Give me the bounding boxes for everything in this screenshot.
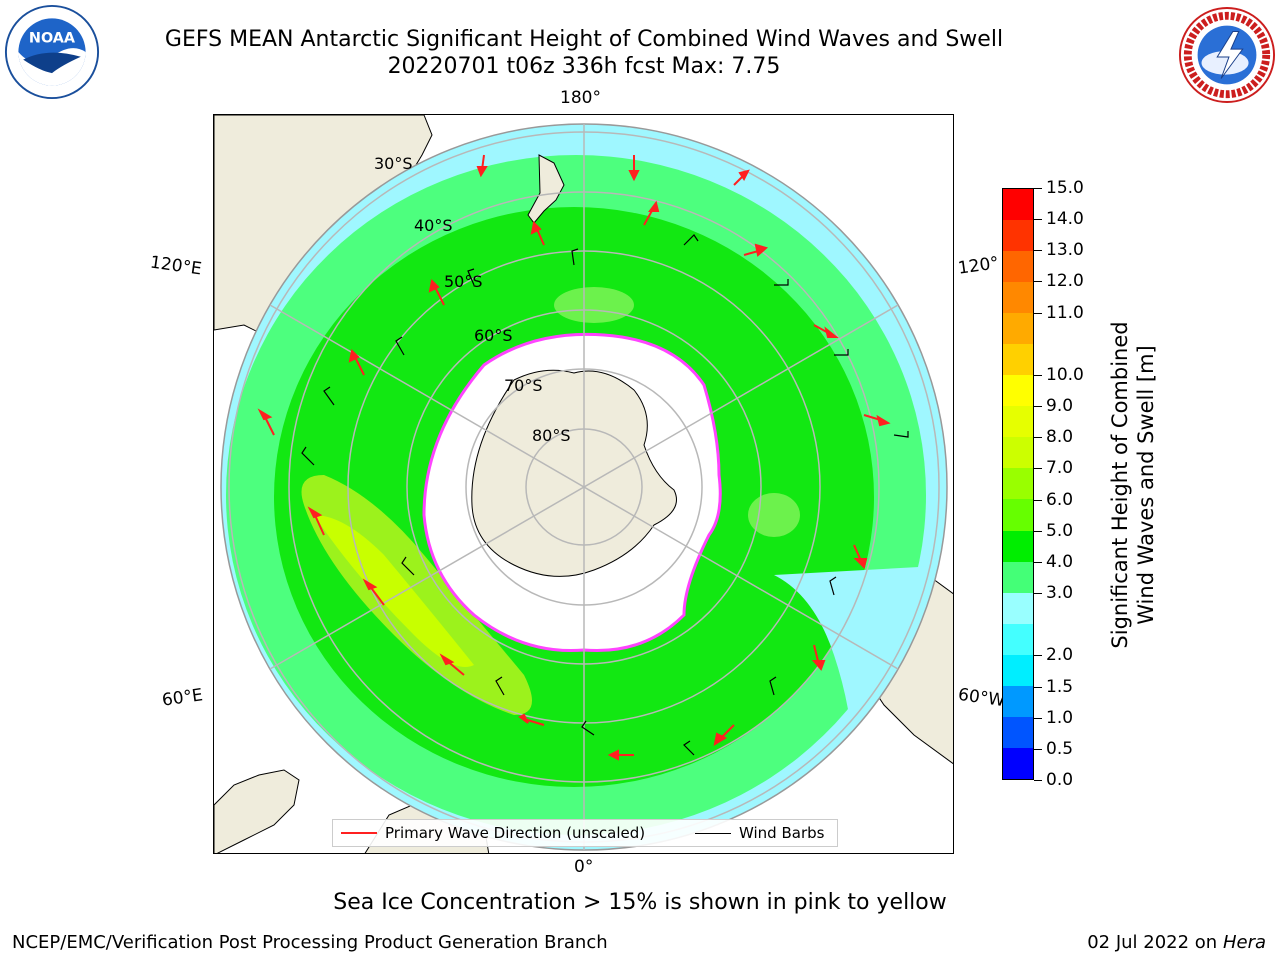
colorbar-tick-label: 7.0 [1046,458,1074,479]
map-legend: Primary Wave Direction (unscaled) Wind B… [332,819,838,847]
footer-date-text: 02 Jul 2022 on [1087,932,1223,953]
colorbar-tick-label: 8.0 [1046,427,1074,448]
colorbar-tick-label: 5.0 [1046,520,1074,541]
colorbar-tick-label: 1.0 [1046,707,1074,728]
lon-label-120w: 120° [956,253,1001,279]
legend-wind-barbs: Wind Barbs [695,824,824,842]
colorbar-tick-label: 10.0 [1046,364,1084,385]
polar-map: 30°S 40°S 50°S 60°S 70°S 80°S Primary Wa… [213,114,954,854]
colorbar-tick [1034,655,1042,657]
colorbar-segment [1003,592,1033,624]
colorbar-tick-label: 13.0 [1046,240,1084,261]
colorbar-segment [1003,282,1033,314]
africa-landmass [214,769,300,853]
colorbar-tick [1034,312,1042,314]
colorbar-segment [1003,189,1033,221]
colorbar-tick-label: 2.0 [1046,645,1074,666]
lat-label-60s: 60°S [474,326,513,345]
colorbar-tick [1034,406,1042,408]
noaa-logo-text: NOAA [29,30,76,46]
colorbar-tick [1034,561,1042,563]
colorbar-tick [1034,250,1042,252]
legend-wave-label: Primary Wave Direction (unscaled) [385,824,646,842]
colorbar-tick-label: 11.0 [1046,302,1084,323]
colorbar-tick-label: 15.0 [1046,178,1084,198]
colorbar [1002,188,1034,780]
colorbar-title-line-2: Wind Waves and Swell [m] [1134,345,1158,625]
colorbar-tick-label: 4.0 [1046,551,1074,572]
wave-direction-arrows [257,154,891,761]
colorbar-segment [1003,468,1033,500]
colorbar-tick [1034,530,1042,532]
footer-host: Hera [1222,932,1266,953]
colorbar-tick [1034,281,1042,283]
colorbar-segment [1003,716,1033,748]
colorbar-tick-label: 3.0 [1046,583,1074,604]
colorbar-tick [1034,437,1042,439]
colorbar-title-line-1: Significant Height of Combined [1108,321,1132,649]
wind-barbs [301,234,909,756]
colorbar-segment [1003,654,1033,686]
colorbar-tick-label: 9.0 [1046,396,1074,417]
colorbar-tick [1034,374,1042,376]
colorbar-tick [1034,780,1042,781]
colorbar-segment [1003,313,1033,345]
lat-label-30s: 30°S [374,154,413,173]
colorbar-tick-label: 0.5 [1046,738,1074,759]
lat-label-40s: 40°S [414,216,453,235]
colorbar-segment [1003,220,1033,252]
colorbar-segment [1003,623,1033,655]
colorbar-tick [1034,188,1042,189]
colorbar-segment [1003,375,1033,407]
legend-barb-swatch [695,832,731,834]
colorbar-tick-label: 14.0 [1046,209,1084,230]
lat-label-80s: 80°S [532,426,571,445]
colorbar-tick-label: 1.5 [1046,676,1074,697]
lon-label-120e: 120°E [148,252,203,280]
colorbar-segment [1003,437,1033,469]
colorbar-segment [1003,747,1033,779]
nws-logo-icon [1178,6,1276,104]
legend-wave-direction: Primary Wave Direction (unscaled) [341,824,645,842]
colorbar-tick [1034,686,1042,688]
lat-label-50s: 50°S [444,272,483,291]
legend-barb-label: Wind Barbs [739,824,825,842]
title-line-1: GEFS MEAN Antarctic Significant Height o… [164,27,1004,52]
colorbar-tick-label: 12.0 [1046,271,1084,292]
colorbar-segment [1003,530,1033,562]
colorbar-segment [1003,685,1033,717]
map-canvas: 30°S 40°S 50°S 60°S 70°S 80°S [214,115,953,853]
lat-label-70s: 70°S [504,376,543,395]
colorbar-tick-label: 6.0 [1046,489,1074,510]
colorbar-tick [1034,717,1042,719]
colorbar-segment [1003,344,1033,376]
colorbar-tick [1034,219,1042,221]
lon-label-180: 180° [560,88,601,108]
lon-label-60e: 60°E [160,685,205,711]
colorbar-tick [1034,499,1042,501]
legend-wave-swatch [341,832,377,834]
colorbar-segment [1003,251,1033,283]
colorbar-tick [1034,748,1042,750]
colorbar-segment [1003,499,1033,531]
title-line-2: 20220701 t06z 336h fcst Max: 7.75 [387,54,781,79]
footer-date: 02 Jul 2022 on Hera [1087,932,1266,953]
noaa-logo-icon: NOAA [4,4,100,100]
colorbar-tick [1034,468,1042,470]
colorbar-tick [1034,593,1042,595]
sea-ice-note: Sea Ice Concentration > 15% is shown in … [333,890,947,915]
colorbar-tick-label: 0.0 [1046,770,1074,790]
new-zealand-landmass [527,154,565,224]
lon-label-0: 0° [574,857,594,877]
colorbar-segment [1003,406,1033,438]
footer-branch: NCEP/EMC/Verification Post Processing Pr… [12,932,608,953]
lon-label-60w: 60°W [956,684,1007,712]
colorbar-segment [1003,561,1033,593]
